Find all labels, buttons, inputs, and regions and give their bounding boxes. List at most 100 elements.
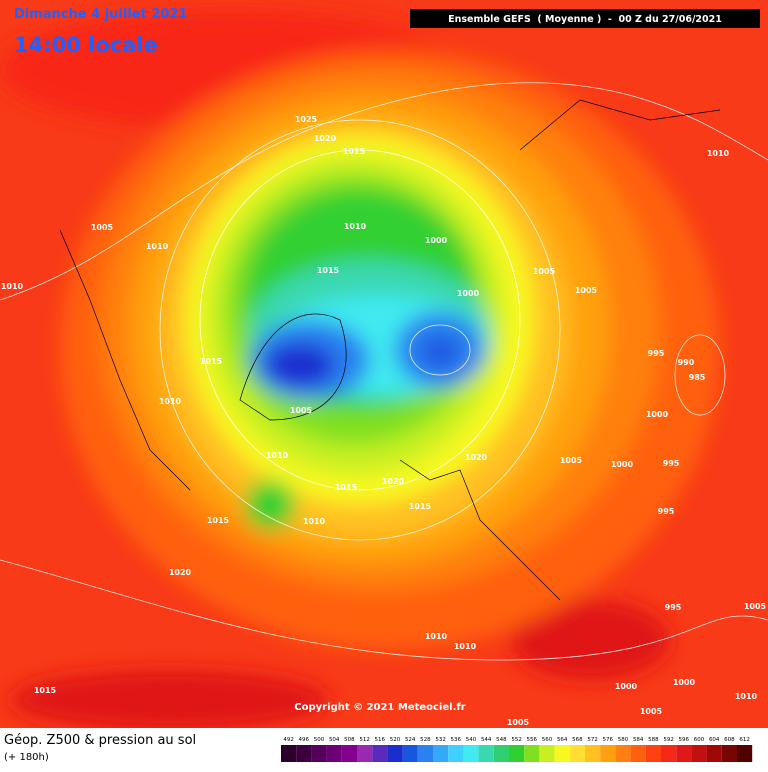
isobar-label: 1010	[303, 517, 326, 526]
legend-label: 520	[390, 737, 401, 743]
isobar-label: 1010	[707, 149, 730, 158]
legend-swatch	[585, 745, 601, 762]
legend-label: 540	[466, 737, 477, 743]
isobar-label: 1005	[91, 223, 114, 232]
legend-label: 576	[603, 737, 614, 743]
legend-label: 572	[587, 737, 598, 743]
legend-label: 508	[344, 737, 355, 743]
legend-label: 512	[359, 737, 370, 743]
isobar-label: 1005	[744, 602, 767, 611]
isobar-label: 1025	[295, 115, 318, 124]
legend-label: 532	[435, 737, 446, 743]
model-box	[410, 9, 760, 28]
isobar-label: 1000	[646, 410, 669, 419]
legend-swatch	[661, 745, 677, 762]
legend-swatch	[433, 745, 449, 762]
lead-time: (+ 180h)	[4, 752, 49, 763]
legend-label: 592	[663, 737, 674, 743]
isobar-label: 1010	[735, 692, 758, 701]
legend-label: 584	[633, 737, 644, 743]
copyright: Copyright © 2021 Meteociel.fr	[294, 702, 465, 713]
legend-label: 600	[694, 737, 705, 743]
model: Ensemble GEFS ( Moyenne ) - 00 Z du 27/0…	[448, 14, 722, 25]
isobar-label: 1015	[335, 483, 358, 492]
legend-label: 568	[572, 737, 583, 743]
legend-label: 528	[420, 737, 431, 743]
legend-label: 612	[739, 737, 750, 743]
legend-label: 496	[299, 737, 310, 743]
isobar-label: 1015	[317, 266, 340, 275]
legend-swatch	[615, 745, 631, 762]
date: Dimanche 4 juillet 2021	[14, 7, 188, 22]
isobar-label: 1005	[560, 456, 583, 465]
isobar-label: 1010	[146, 242, 169, 251]
legend-swatch	[554, 745, 570, 762]
isobar-label: 1005	[640, 707, 663, 716]
isobar-label: 1010	[344, 222, 367, 231]
isobar-label: 1015	[409, 502, 432, 511]
legend-label: 556	[527, 737, 538, 743]
legend-swatch	[281, 745, 297, 762]
time: 14:00 locale	[14, 33, 158, 57]
legend-swatch	[539, 745, 555, 762]
legend-swatch	[448, 745, 464, 762]
isobar-label: 1010	[1, 282, 24, 291]
legend-swatch	[357, 745, 373, 762]
legend-swatch	[326, 745, 342, 762]
isobar-label: 1005	[507, 718, 530, 727]
legend-label: 552	[511, 737, 522, 743]
isobar-label: 1015	[343, 147, 366, 156]
legend-label: 580	[618, 737, 629, 743]
legend-label: 492	[283, 737, 294, 743]
legend-swatch	[493, 745, 509, 762]
isobar-label: 1020	[382, 477, 405, 486]
isobar-label: 1000	[457, 289, 480, 298]
isobar-label: 1000	[425, 236, 448, 245]
legend-swatch	[311, 745, 327, 762]
isobar-label: 990	[678, 358, 695, 367]
legend-label: 604	[709, 737, 720, 743]
legend-swatch	[569, 745, 585, 762]
isobar-label: 1000	[615, 682, 638, 691]
isobar-label: 995	[665, 603, 682, 612]
legend-label: 548	[496, 737, 507, 743]
legend-label: 564	[557, 737, 568, 743]
isobar-label: 1015	[34, 686, 57, 695]
legend-swatch	[341, 745, 357, 762]
isobar-label: 995	[648, 349, 665, 358]
legend-swatch	[691, 745, 707, 762]
isobar-label: 985	[689, 373, 706, 382]
footer-title: Géop. Z500 & pression au sol	[4, 733, 196, 748]
isobar-label: 1015	[207, 516, 230, 525]
geopotential-field	[0, 0, 768, 730]
legend-swatch	[524, 745, 540, 762]
legend-label: 596	[679, 737, 690, 743]
legend-swatch	[296, 745, 312, 762]
isobar-label: 1020	[465, 453, 488, 462]
isobar-label: 1015	[200, 357, 223, 366]
legend-label: 588	[648, 737, 659, 743]
legend-label: 516	[375, 737, 386, 743]
legend-label: 504	[329, 737, 340, 743]
legend-swatch	[387, 745, 403, 762]
isobar-label: 1000	[611, 460, 634, 469]
legend-label: 560	[542, 737, 553, 743]
isobar-label: 1020	[314, 134, 337, 143]
legend-label: 524	[405, 737, 416, 743]
isobar-label: 1005	[575, 286, 598, 295]
isobar-label: 1020	[169, 568, 192, 577]
legend-label: 608	[724, 737, 735, 743]
isobar-label: 1010	[454, 642, 477, 651]
isobar-label: 1000	[673, 678, 696, 687]
legend-swatch	[463, 745, 479, 762]
legend-swatch	[509, 745, 525, 762]
legend-swatch	[737, 745, 753, 762]
isobar-label: 995	[663, 459, 680, 468]
legend-swatch	[600, 745, 616, 762]
legend-swatch	[630, 745, 646, 762]
legend-swatch	[372, 745, 388, 762]
legend-swatch	[721, 745, 737, 762]
legend-label: 500	[314, 737, 325, 743]
